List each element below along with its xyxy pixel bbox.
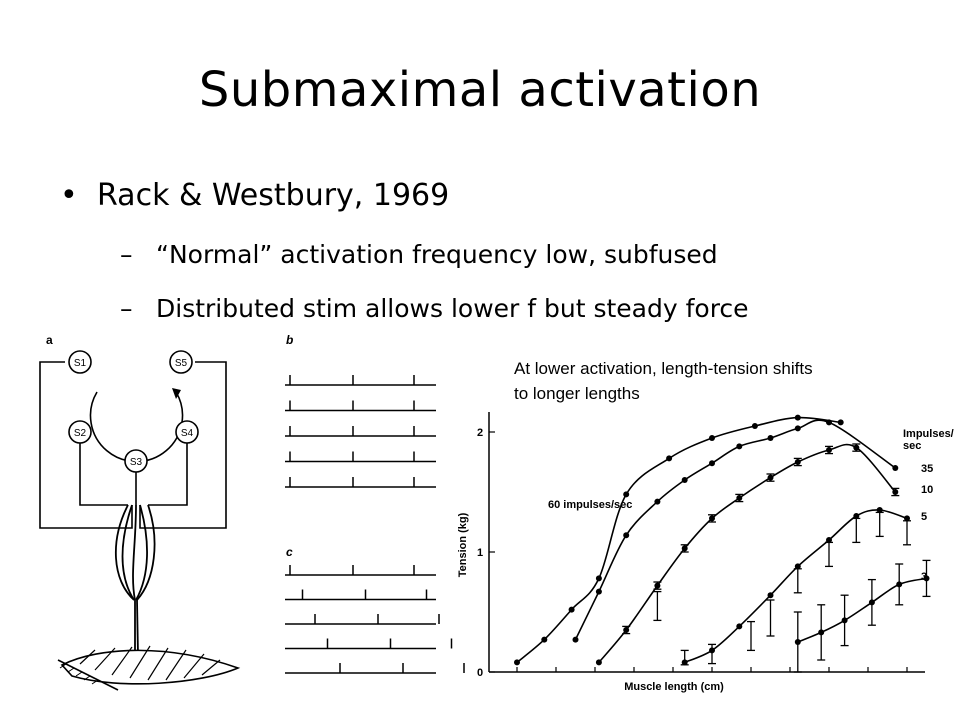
bullet-glyph: • — [60, 178, 78, 213]
annotation-line: At lower activation, length-tension shif… — [514, 359, 813, 378]
stimulator-s1: S1 — [68, 350, 92, 374]
data-point — [623, 491, 630, 498]
annotation-text: At lower activation, length-tension shif… — [514, 356, 944, 406]
trace-group-c — [285, 565, 465, 674]
data-point — [666, 455, 673, 462]
series-line — [797, 577, 927, 643]
panel-label-b: b — [286, 333, 293, 347]
data-point — [595, 575, 602, 582]
x-axis-label: Muscle length (cm) — [624, 681, 724, 693]
data-point — [837, 419, 844, 426]
data-point — [826, 537, 832, 543]
figure-a: a S1 S5 S2 S4 S3 — [39, 333, 241, 691]
sub-bullet-text: Distributed stim allows lower f but stea… — [156, 294, 749, 323]
series-line — [684, 509, 908, 664]
data-point — [595, 588, 602, 595]
series-group — [514, 414, 930, 666]
data-point — [767, 435, 774, 441]
arc-arrowhead-icon — [172, 388, 181, 399]
series-end-label: 5 — [921, 511, 927, 523]
y-axis-label: Tension (kg) — [457, 512, 469, 577]
data-point — [751, 423, 758, 429]
data-point — [794, 425, 801, 432]
legend-title: Impulses/sec — [903, 428, 954, 452]
data-point — [568, 606, 575, 613]
stimulator-s4: S4 — [175, 420, 199, 444]
series-line — [574, 419, 896, 640]
wire-s4 — [148, 443, 188, 506]
series-end-label: 10 — [921, 484, 933, 496]
sub-bullet-text: “Normal” activation frequency low, subfu… — [156, 240, 718, 269]
series-end-label: 35 — [921, 463, 933, 475]
series-end-labels: 35 10 5 3 — [921, 463, 933, 583]
data-point — [853, 513, 860, 519]
y-ticks: 0 1 2 — [477, 427, 495, 679]
data-point — [826, 419, 832, 426]
series-line — [598, 443, 896, 663]
y-tick-label: 2 — [477, 427, 483, 439]
data-point — [681, 477, 688, 483]
data-point — [572, 636, 579, 643]
wire-s5 — [139, 361, 227, 529]
stimulator-label: S2 — [74, 428, 87, 439]
y-tick-label: 1 — [477, 547, 483, 559]
x-ticks — [516, 667, 908, 672]
wire-s2 — [79, 443, 128, 506]
error-bars — [622, 443, 931, 673]
figure-c: c — [285, 545, 465, 674]
data-point — [514, 659, 520, 666]
data-point — [654, 498, 661, 505]
dash-glyph: – — [120, 240, 133, 269]
data-point — [709, 460, 715, 467]
data-point — [794, 414, 801, 421]
nerve-fibres — [114, 504, 156, 656]
data-point — [736, 623, 743, 630]
panel-label-a: a — [46, 333, 53, 347]
series-line — [516, 416, 841, 664]
legend-title-line: Impulses/ — [903, 428, 954, 440]
data-point — [595, 659, 602, 666]
data-point — [541, 636, 548, 643]
data-point — [794, 563, 801, 570]
stimulator-label: S5 — [175, 358, 188, 369]
stimulator-s3: S3 — [124, 449, 148, 473]
data-point — [767, 592, 774, 599]
stimulator-s2: S2 — [68, 420, 92, 444]
legend-title-line: sec — [903, 440, 921, 452]
data-point — [709, 435, 715, 441]
y-tick-label: 0 — [477, 667, 483, 679]
data-point — [736, 443, 743, 450]
muscle — [57, 645, 241, 691]
stimulator-label: S3 — [130, 457, 143, 468]
panel-label-c: c — [286, 545, 293, 559]
bullet-text: Rack & Westbury, 1969 — [97, 178, 450, 213]
stimulator-s5: S5 — [169, 350, 193, 374]
series-end-label: 3 — [921, 571, 927, 583]
data-point — [904, 515, 910, 522]
data-point — [623, 532, 630, 539]
slide-title: Submaximal activation — [198, 62, 762, 118]
trace-group-b — [285, 375, 436, 488]
data-point — [892, 465, 899, 471]
length-tension-chart: 0 1 2 Muscle length (cm) Tension (kg) 60 i… — [457, 412, 954, 693]
dash-glyph: – — [120, 294, 133, 323]
figure-b: b — [285, 333, 436, 488]
inline-series-label: 60 impulses/sec — [548, 499, 632, 511]
stimulator-label: S4 — [181, 428, 194, 439]
annotation-line: to longer lengths — [514, 384, 640, 403]
stimulator-label: S1 — [74, 358, 87, 369]
data-point — [876, 507, 883, 513]
wire-s1 — [39, 361, 133, 529]
